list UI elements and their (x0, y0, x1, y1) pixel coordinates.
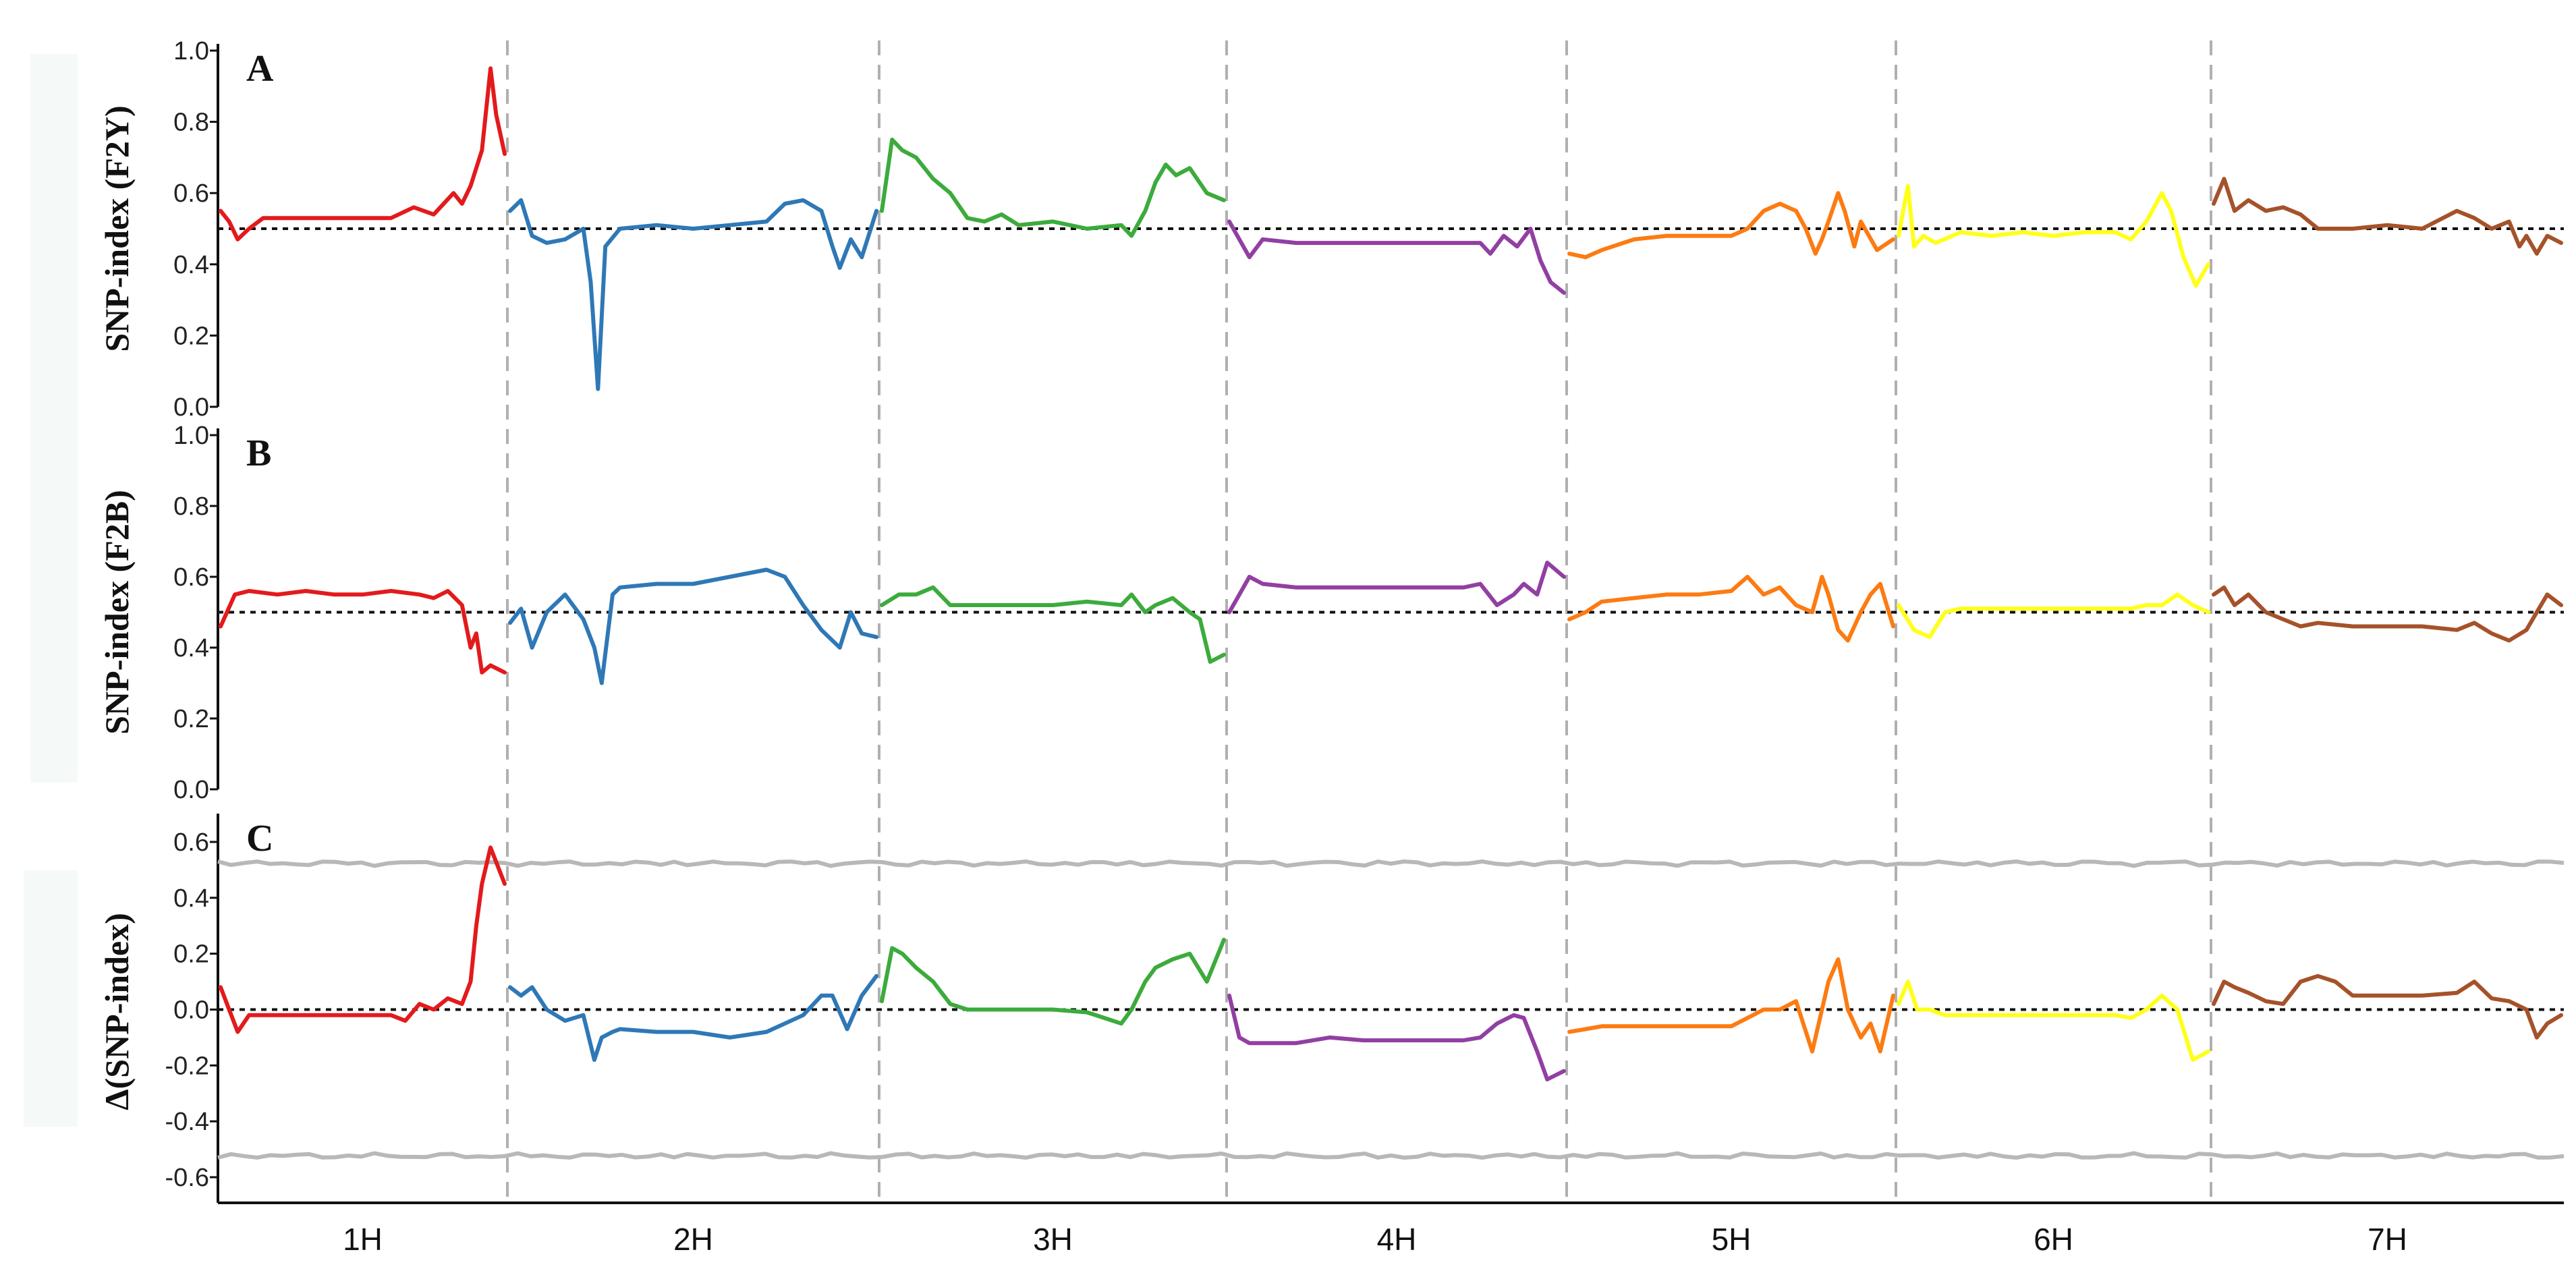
y-tick-label: 0.8 (173, 109, 209, 137)
chromosome-dividers (506, 40, 2212, 1203)
y-tick-label: 0.2 (173, 940, 209, 969)
y-axis-label: Δ(SNP-index) (98, 913, 136, 1110)
y-tick-label: 1.0 (173, 422, 209, 450)
y-tick-label: 1.0 (173, 37, 209, 65)
x-tick-label: 7H (2368, 1222, 2407, 1257)
panel-letter: C (246, 818, 273, 859)
series-line-2h (508, 198, 878, 391)
y-tick-label: 0.2 (173, 705, 209, 733)
y-tick-label: 0.0 (173, 996, 209, 1025)
x-tick-label: 1H (343, 1222, 383, 1257)
y-axis-label: SNP-index (F2B) (98, 490, 136, 735)
x-tick-label: 3H (1033, 1222, 1073, 1257)
y-tick-label: -0.6 (165, 1164, 209, 1192)
y-tick-label: 0.4 (173, 251, 209, 279)
chart-panels: 0.0 0.2 0.4 0.6 0.8 1.0 SNP-index (F2Y) A 0.0 0.2… (98, 37, 2565, 1203)
y-tick-label: -0.4 (165, 1108, 209, 1136)
panel-c: -0.6 -0.4 -0.2 0.0 0.2 0.4 0.6 Δ(SNP-index) C (98, 814, 2565, 1203)
series-line-3h (880, 585, 1226, 664)
y-tick-label: 0.8 (173, 492, 209, 521)
series-line-2h (508, 973, 878, 1062)
x-tick-label: 2H (673, 1222, 713, 1257)
series-line-1h (219, 845, 507, 1034)
panel-b: 0.0 0.2 0.4 0.6 0.8 1.0 SNP-index (F2B) B (98, 422, 2564, 804)
y-tick-label: 0.0 (173, 776, 209, 804)
series-line-6h (1897, 980, 2210, 1062)
y-tick-label: 0.6 (173, 828, 209, 857)
series-line-2h (508, 567, 878, 685)
series-line-5h (1567, 575, 1895, 643)
threshold-line-upper (217, 859, 2565, 868)
panel-a: 0.0 0.2 0.4 0.6 0.8 1.0 SNP-index (F2Y) A (98, 37, 2564, 422)
panel-letter: B (246, 432, 271, 474)
panel-letter: A (246, 48, 274, 90)
series-line-4h (1227, 219, 1566, 295)
series-line-6h (1897, 183, 2210, 288)
threshold-line-lower (217, 1151, 2565, 1160)
y-tick-label: 0.4 (173, 884, 209, 913)
series-line-3h (880, 938, 1226, 1026)
x-tick-label: 6H (2034, 1222, 2073, 1257)
series-line-4h (1227, 993, 1566, 1081)
series-line-7h (2212, 585, 2563, 643)
x-tick-label: 5H (1712, 1222, 1752, 1257)
series-line-5h (1567, 957, 1895, 1054)
y-tick-label: 0.6 (173, 563, 209, 592)
x-tick-label: 4H (1377, 1222, 1417, 1257)
y-tick-label: -0.2 (165, 1052, 209, 1080)
left-side-tint-lower (24, 870, 78, 1127)
series-line-5h (1567, 191, 1895, 260)
series-line-3h (880, 138, 1226, 238)
x-axis: 1H 2H 3H 4H 5H 6H 7H (218, 1201, 2564, 1257)
series-line-4h (1227, 561, 1566, 615)
y-tick-label: 0.6 (173, 179, 209, 208)
left-side-tint-upper (30, 54, 78, 783)
y-tick-label: 0.0 (173, 393, 209, 422)
series-line-1h (219, 589, 507, 675)
series-line-6h (1897, 592, 2210, 640)
y-tick-label: 0.4 (173, 634, 209, 662)
series-line-7h (2212, 973, 2563, 1040)
y-tick-label: 0.2 (173, 322, 209, 350)
series-line-7h (2212, 177, 2563, 256)
y-axis-label: SNP-index (F2Y) (98, 105, 136, 351)
series-line-1h (219, 66, 507, 242)
